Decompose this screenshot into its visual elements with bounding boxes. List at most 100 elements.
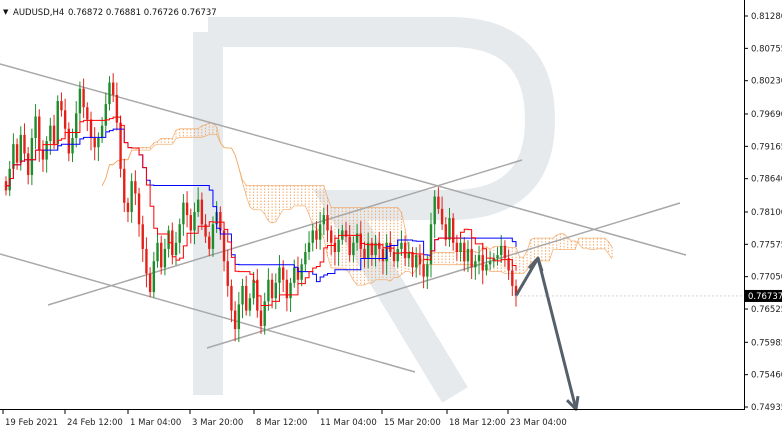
indicator-lines — [6, 116, 517, 307]
bull-candle — [211, 224, 215, 249]
bear-candle — [145, 248, 148, 274]
time-tick-label: 18 Mar 12:00 — [449, 418, 506, 428]
bear-candle — [204, 224, 207, 237]
bull-candle — [178, 224, 181, 243]
bull-candle — [429, 224, 433, 265]
bull-candle — [337, 239, 340, 253]
bear-candle — [134, 181, 137, 194]
bull-candle — [97, 138, 100, 148]
bull-candle — [71, 138, 74, 154]
bear-candle — [41, 150, 45, 160]
bear-candle — [60, 101, 63, 111]
bull-candle — [400, 242, 403, 249]
bear-candle — [403, 242, 407, 259]
bull-candle — [474, 261, 477, 268]
bull-candle — [500, 245, 503, 256]
bear-candle — [411, 252, 414, 268]
bear-candle — [285, 279, 289, 299]
price-tick-label: 0.75985 — [751, 338, 782, 348]
bull-candle — [426, 264, 429, 277]
bear-candle — [507, 258, 510, 271]
bull-candle — [322, 215, 326, 225]
senkou-span-b — [101, 134, 613, 274]
bull-candle — [318, 224, 322, 240]
bear-candle — [348, 236, 351, 256]
tenkan-line — [6, 116, 517, 307]
bear-candle — [233, 310, 237, 330]
bear-candle — [141, 224, 144, 249]
time-tick-label: 23 Mar 04:00 — [510, 418, 567, 428]
bear-candle — [344, 230, 348, 237]
trend-line-channel-up — [47, 159, 523, 306]
bull-candle — [374, 242, 377, 256]
bull-candle — [448, 218, 451, 240]
bear-candle — [38, 116, 41, 151]
bull-candle — [307, 242, 311, 253]
bear-candle — [511, 270, 514, 286]
bull-candle — [352, 242, 355, 256]
bear-candle — [160, 242, 163, 268]
bull-candle — [182, 202, 185, 225]
bull-candle — [366, 242, 370, 259]
bear-candle — [208, 236, 211, 249]
bear-candle — [330, 230, 333, 243]
bull-candle — [252, 279, 255, 299]
bull-candle — [488, 261, 492, 265]
bull-candle — [237, 304, 241, 330]
bear-candle — [451, 218, 455, 243]
watermark-logo — [193, 17, 556, 403]
bull-candle — [415, 255, 418, 268]
bull-candle — [108, 82, 111, 105]
bear-candle — [23, 134, 26, 154]
trend-line-lower — [0, 253, 416, 373]
bull-candle — [263, 301, 266, 326]
bull-candle — [396, 248, 399, 262]
bear-candle — [463, 242, 466, 262]
bear-candle — [381, 248, 385, 262]
bear-candle — [437, 196, 440, 209]
bear-candle — [15, 144, 19, 163]
bear-candle — [189, 215, 192, 231]
time-tick-label: 11 Mar 04:00 — [320, 418, 377, 428]
trend-line-upper — [0, 63, 687, 256]
bull-candle — [278, 267, 281, 283]
ohlc-values: 0.76872 0.76881 0.76726 0.76737 — [68, 8, 217, 18]
bull-candle — [163, 248, 167, 268]
bear-candle — [226, 261, 229, 286]
bear-candle — [503, 245, 507, 259]
bear-candle — [230, 285, 233, 311]
bear-candle — [481, 255, 484, 271]
bull-candle — [49, 125, 52, 142]
current-price-label: 0.76737 — [748, 292, 782, 302]
bull-candle — [104, 104, 107, 126]
bear-candle — [389, 242, 392, 253]
bull-candle — [56, 101, 59, 145]
time-tick-label: 19 Feb 2021 — [5, 418, 58, 428]
price-tick-label: 0.76525 — [751, 305, 782, 315]
bear-candle — [111, 82, 115, 95]
forecast-arrows — [514, 256, 744, 411]
bull-candle — [30, 138, 34, 175]
bull-candle — [174, 242, 178, 256]
bull-candle — [304, 252, 307, 265]
time-tick-label: 3 Mar 20:00 — [192, 418, 243, 428]
bull-candle — [241, 285, 244, 305]
bear-candle — [370, 242, 374, 256]
bear-candle — [363, 248, 366, 259]
bear-candle — [222, 230, 226, 262]
forecast-path — [514, 256, 578, 410]
bull-candle — [466, 248, 470, 262]
bull-candle — [75, 113, 78, 139]
bear-candle — [296, 267, 300, 280]
bear-candle — [82, 88, 85, 108]
symbol-dropdown-icon[interactable]: ▼ — [3, 8, 9, 16]
bear-candle — [123, 168, 126, 203]
bear-candle — [470, 248, 473, 268]
bear-candle — [455, 242, 459, 253]
